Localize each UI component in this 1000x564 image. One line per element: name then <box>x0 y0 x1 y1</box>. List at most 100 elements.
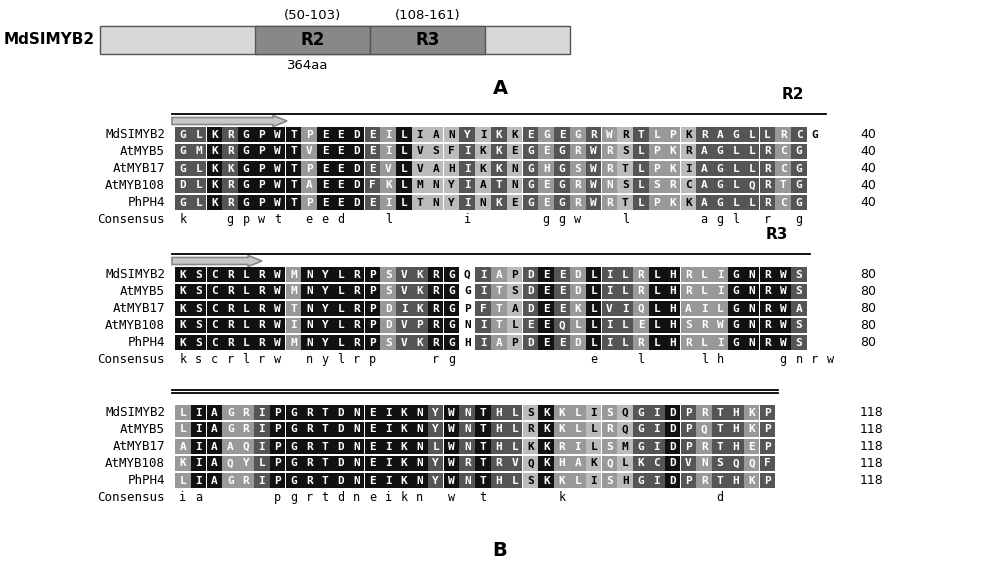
Text: r: r <box>258 353 265 366</box>
Text: S: S <box>195 337 202 347</box>
Text: Consensus: Consensus <box>98 213 165 226</box>
Bar <box>428 456 443 471</box>
Text: E: E <box>322 197 328 208</box>
Text: 80: 80 <box>860 268 876 281</box>
Text: t: t <box>274 213 281 226</box>
Text: P: P <box>274 459 281 469</box>
Bar <box>523 178 538 193</box>
Bar <box>570 161 586 176</box>
Bar <box>554 438 570 454</box>
Bar <box>523 473 538 488</box>
Text: D: D <box>338 459 344 469</box>
Bar <box>412 301 428 316</box>
Bar <box>175 301 190 316</box>
Bar <box>286 301 301 316</box>
Text: G: G <box>717 164 723 174</box>
Bar <box>349 473 364 488</box>
Bar <box>775 267 791 282</box>
Bar <box>333 438 349 454</box>
Bar <box>744 456 759 471</box>
Text: n: n <box>353 491 360 504</box>
Bar <box>633 161 649 176</box>
Text: H: H <box>496 408 502 417</box>
Text: W: W <box>590 180 597 191</box>
Bar <box>238 161 254 176</box>
Text: R: R <box>701 475 708 486</box>
Bar <box>428 421 443 437</box>
Text: 40: 40 <box>860 128 876 141</box>
Text: Y: Y <box>322 303 328 314</box>
Text: I: I <box>701 303 708 314</box>
Bar <box>254 438 270 454</box>
Text: G: G <box>733 303 739 314</box>
Text: S: S <box>685 320 692 331</box>
Text: W: W <box>274 130 281 139</box>
Text: D: D <box>338 425 344 434</box>
Bar <box>665 195 680 210</box>
Text: H: H <box>464 337 471 347</box>
Text: E: E <box>369 442 376 452</box>
Text: D: D <box>527 337 534 347</box>
Bar <box>286 267 301 282</box>
Bar <box>365 161 380 176</box>
Bar <box>554 178 570 193</box>
Text: R: R <box>306 459 313 469</box>
Text: Q: Q <box>748 459 755 469</box>
Bar <box>523 161 538 176</box>
Text: L: L <box>338 337 344 347</box>
Text: D: D <box>385 303 392 314</box>
Text: G: G <box>243 147 249 156</box>
Text: g: g <box>543 213 550 226</box>
Text: R: R <box>575 197 581 208</box>
Text: M: M <box>622 442 629 452</box>
Text: w: w <box>827 353 834 366</box>
Text: P: P <box>259 164 265 174</box>
Bar <box>444 334 459 350</box>
Text: K: K <box>496 164 502 174</box>
Bar <box>270 318 285 333</box>
Bar <box>317 456 333 471</box>
Text: R: R <box>527 425 534 434</box>
Text: c: c <box>211 353 218 366</box>
Text: A: A <box>211 475 218 486</box>
Bar <box>428 178 443 193</box>
Bar <box>270 334 285 350</box>
Text: S: S <box>717 459 723 469</box>
Bar <box>286 318 301 333</box>
Text: P: P <box>654 164 660 174</box>
Text: R: R <box>701 320 708 331</box>
Text: E: E <box>559 287 565 297</box>
Text: P: P <box>654 147 660 156</box>
Bar <box>617 473 633 488</box>
Bar <box>728 301 744 316</box>
Text: I: I <box>195 425 202 434</box>
Text: L: L <box>401 197 407 208</box>
Bar <box>633 438 649 454</box>
Text: C: C <box>211 270 218 280</box>
Bar <box>459 195 475 210</box>
Text: V: V <box>511 459 518 469</box>
Text: K: K <box>227 164 234 174</box>
Text: K: K <box>480 164 486 174</box>
Text: L: L <box>259 459 265 469</box>
Bar <box>570 334 586 350</box>
Text: L: L <box>511 320 518 331</box>
Text: Q: Q <box>733 459 739 469</box>
Bar <box>681 178 696 193</box>
Text: 80: 80 <box>860 302 876 315</box>
Text: K: K <box>211 180 218 191</box>
Text: K: K <box>180 303 186 314</box>
Text: G: G <box>638 442 644 452</box>
Bar <box>207 421 222 437</box>
Text: R: R <box>432 270 439 280</box>
Bar <box>191 404 206 420</box>
Text: n: n <box>796 353 803 366</box>
Bar <box>428 161 443 176</box>
Bar <box>744 334 759 350</box>
Text: N: N <box>417 442 423 452</box>
Bar <box>681 421 696 437</box>
Text: H: H <box>496 425 502 434</box>
Bar <box>191 126 206 142</box>
Bar <box>602 161 617 176</box>
Bar <box>665 421 680 437</box>
